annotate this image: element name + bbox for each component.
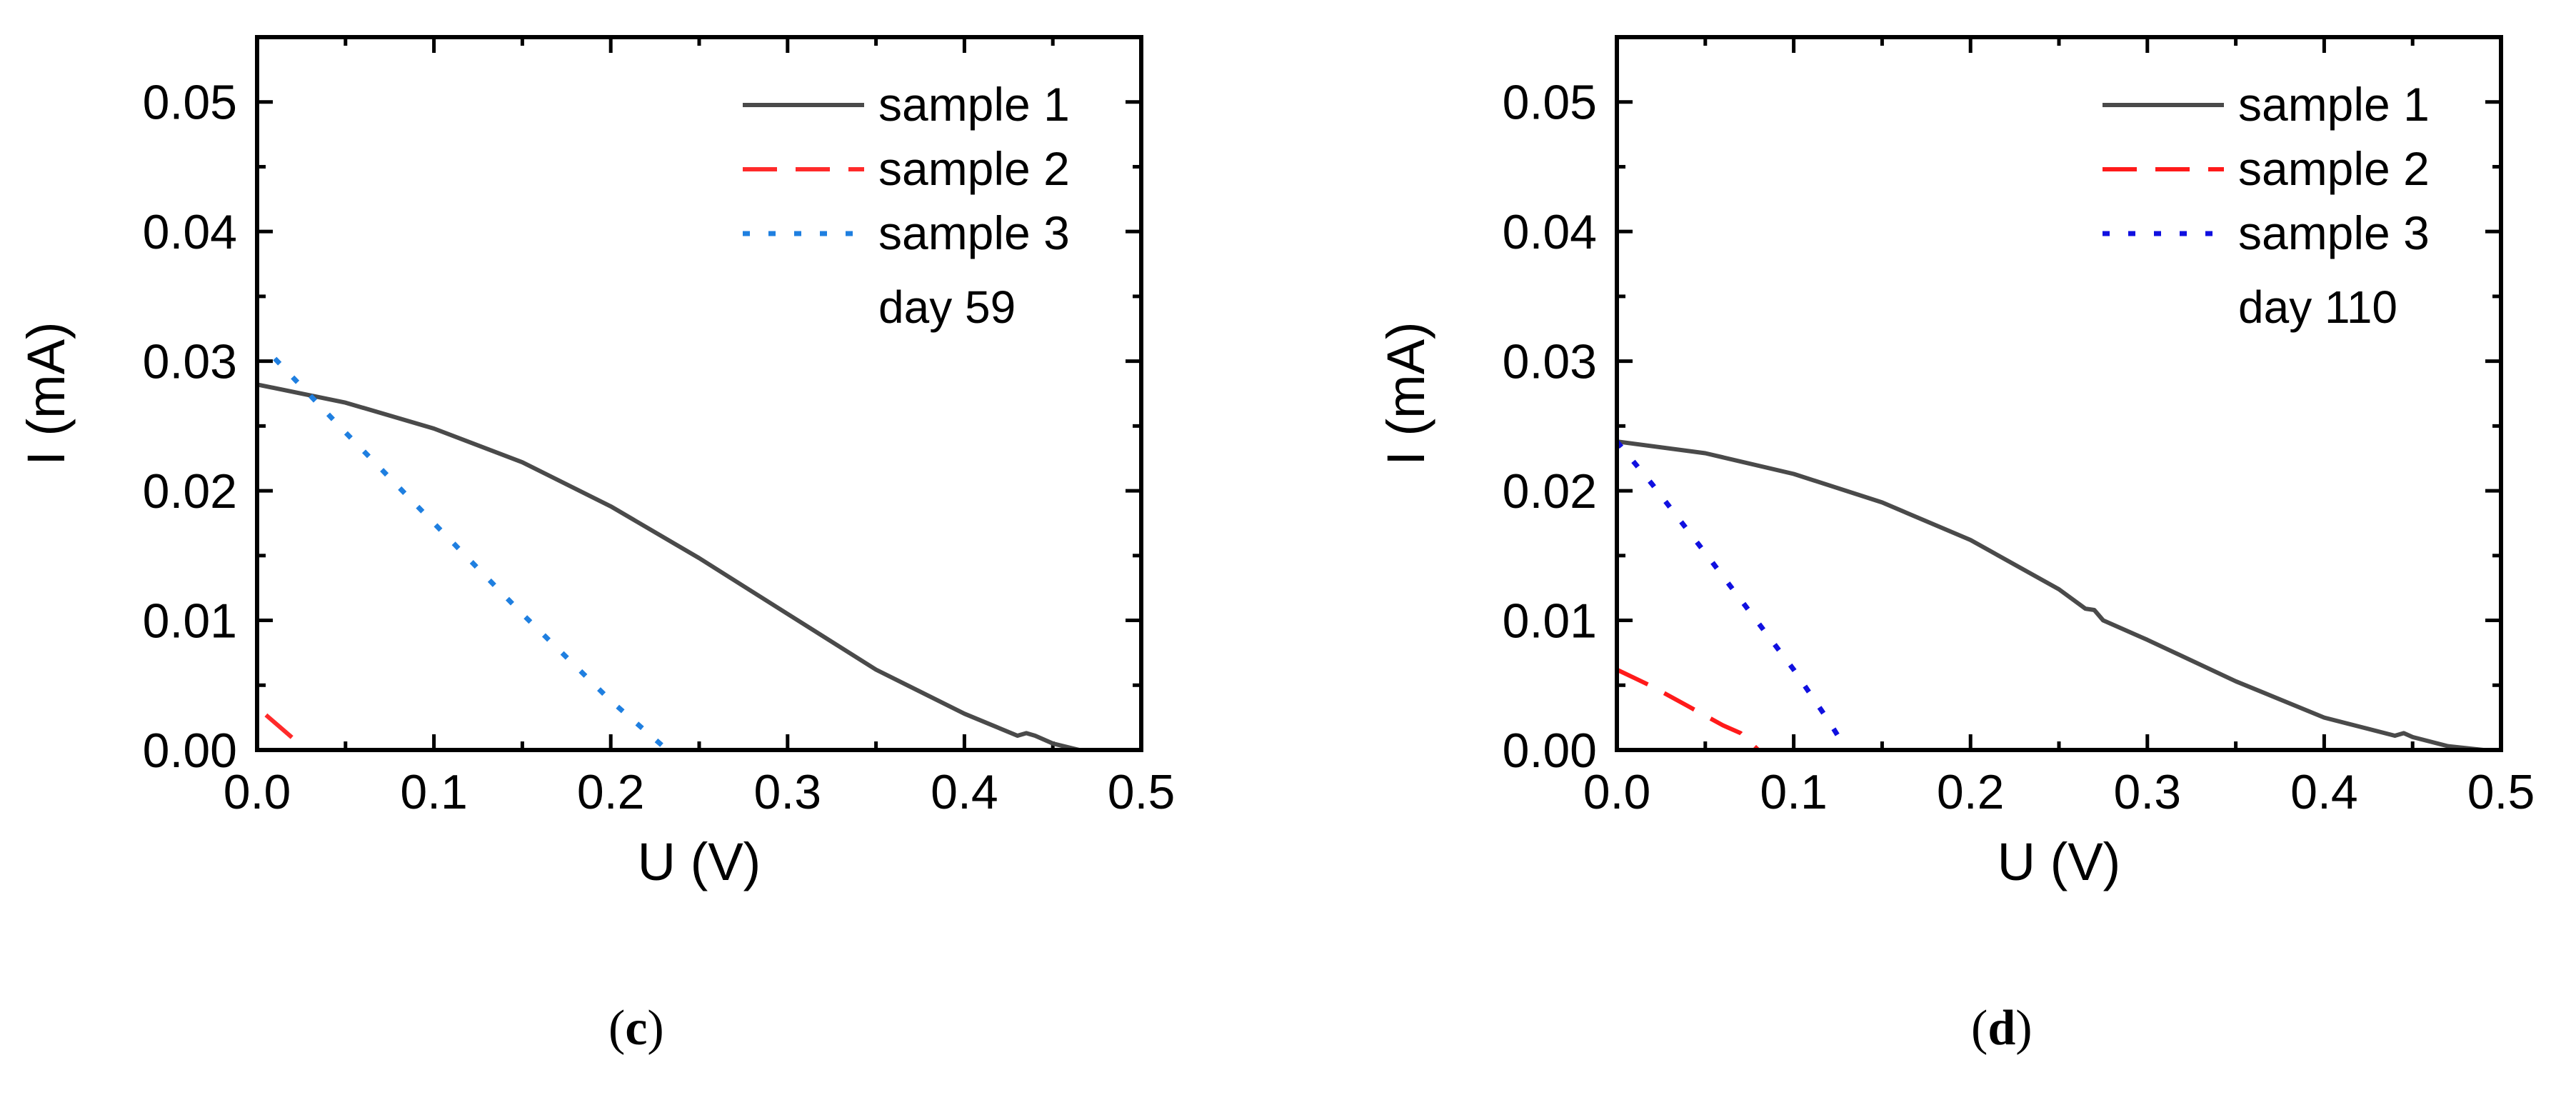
y-tick-label: 0.04 [1503, 205, 1597, 259]
y-tick-label: 0.05 [1503, 76, 1597, 130]
x-tick-label: 0.3 [2114, 765, 2182, 819]
y-tick-label: 0.03 [1503, 335, 1597, 389]
series-line-3 [273, 356, 669, 750]
day-annotation: day 59 [878, 281, 1016, 333]
legend-label-3: sample 3 [2238, 206, 2430, 259]
series-line-1 [257, 382, 1082, 750]
plot-frame [1615, 35, 2503, 752]
y-tick-label: 0.01 [1503, 594, 1597, 649]
series-line-3 [1617, 439, 1849, 750]
day-annotation: day 110 [2238, 281, 2397, 333]
legend-label-1: sample 1 [2238, 78, 2430, 131]
y-tick-label: 0.00 [1503, 724, 1597, 778]
x-axis-label: U (V) [1998, 832, 2121, 891]
legend-label-2: sample 2 [878, 142, 1070, 195]
x-tick-label: 0.5 [2467, 765, 2535, 819]
x-axis-label: U (V) [638, 832, 761, 891]
x-tick-label: 0.0 [224, 765, 291, 819]
panel-label-c-letter: c [625, 1001, 648, 1056]
y-tick-label: 0.01 [143, 594, 237, 649]
panel-label-d-letter: d [1988, 1001, 2016, 1056]
legend-label-3: sample 3 [878, 206, 1070, 259]
panel-label-c: (c) [608, 1001, 664, 1056]
series-line-2 [1617, 667, 1760, 750]
x-tick-label: 0.5 [1108, 765, 1176, 819]
x-tick-label: 0.1 [1760, 765, 1828, 819]
y-tick-label: 0.05 [143, 76, 237, 130]
x-tick-label: 0.3 [754, 765, 822, 819]
y-tick-label: 0.02 [1503, 464, 1597, 519]
x-tick-label: 0.4 [2290, 765, 2358, 819]
legend-label-2: sample 2 [2238, 142, 2430, 195]
x-tick-label: 0.2 [577, 765, 645, 819]
legend-label-1: sample 1 [878, 78, 1070, 131]
y-tick-label: 0.03 [143, 335, 237, 389]
plot-frame [255, 35, 1143, 752]
y-tick-label: 0.00 [143, 724, 237, 778]
series-line-1 [1617, 439, 2486, 750]
x-tick-label: 0.4 [931, 765, 998, 819]
x-tick-label: 0.2 [1937, 765, 2005, 819]
y-tick-label: 0.04 [143, 205, 237, 259]
panel-label-d: (d) [1971, 1001, 2033, 1056]
x-tick-label: 0.1 [400, 765, 468, 819]
chart-panel-d: 0.0 0.1 0.2 0.3 0.4 0.5 0.00 0.01 0.02 0.03 0.04 0.… [1376, 35, 2535, 891]
y-axis-label: I (mA) [16, 321, 76, 465]
series-line-2 [264, 713, 298, 743]
y-tick-label: 0.02 [143, 464, 237, 519]
y-axis-label: I (mA) [1376, 321, 1435, 465]
x-tick-label: 0.0 [1583, 765, 1651, 819]
chart-panel-c: 0.0 0.1 0.2 0.3 0.4 0.5 0.00 0.01 0.02 0.03 0.04 0.… [16, 35, 1176, 891]
